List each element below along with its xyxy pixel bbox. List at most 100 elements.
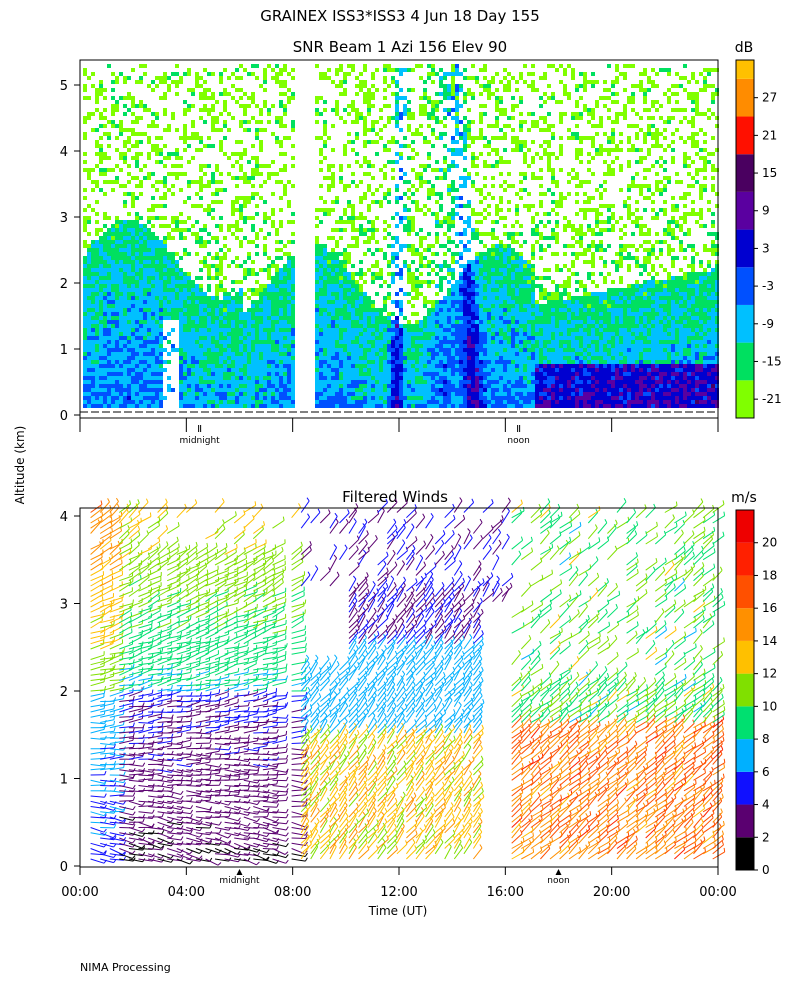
snr-cell [243,196,247,200]
snr-cell [227,396,231,400]
snr-cell [363,128,367,132]
snr-cell [427,152,431,156]
snr-cell [223,104,227,108]
snr-cell [287,272,291,276]
snr-cell [479,400,483,404]
snr-cell [103,180,107,184]
snr-cell [175,348,179,352]
snr-cell [95,308,99,312]
snr-cell [235,356,239,360]
snr-cell [279,220,283,224]
snr-cell [467,200,471,204]
snr-cell [479,68,483,72]
snr-cell [403,372,407,376]
snr-cell [339,284,343,288]
snr-cell [335,104,339,108]
snr-cell [135,236,139,240]
snr-cell [251,304,255,308]
snr-cell [463,372,467,376]
snr-cell [479,372,483,376]
snr-cell [463,328,467,332]
snr-cell [211,276,215,280]
snr-cell [123,320,127,324]
snr-cell [151,120,155,124]
snr-cell [231,396,235,400]
snr-cell [151,284,155,288]
snr-cell [363,84,367,88]
snr-cell [411,184,415,188]
snr-cell [171,260,175,264]
snr-cell [423,392,427,396]
snr-cell [367,208,371,212]
snr-cell [111,384,115,388]
snr-cell [179,388,183,392]
snr-cell [83,340,87,344]
snr-cell [363,348,367,352]
snr-cell [331,372,335,376]
snr-cell [215,380,219,384]
snr-cell [483,216,487,220]
snr-cell [271,384,275,388]
snr-cell [447,348,451,352]
snr-cell [203,400,207,404]
snr-cell [443,92,447,96]
snr-cell [191,380,195,384]
snr-cell [155,332,159,336]
snr-cell [107,296,111,300]
snr-cell [135,232,139,236]
snr-cell [383,252,387,256]
snr-cell [399,344,403,348]
snr-cell [95,248,99,252]
snr-cell [471,320,475,324]
snr-cell [379,336,383,340]
snr-cell [343,272,347,276]
snr-cell [459,264,463,268]
snr-cell [491,316,495,320]
snr-cell [219,352,223,356]
snr-cell [159,324,163,328]
snr-cell [263,296,267,300]
snr-cell [459,152,463,156]
snr-cell [427,232,431,236]
snr-cell [451,328,455,332]
snr-cell [359,112,363,116]
snr-cell [319,196,323,200]
snr-cell [451,180,455,184]
snr-cell [283,288,287,292]
snr-cell [483,388,487,392]
snr-cell [95,284,99,288]
snr-cell [315,336,319,340]
snr-cell [219,284,223,288]
snr-cell [475,320,479,324]
snr-cell [279,328,283,332]
snr-cell [467,400,471,404]
snr-cell [323,372,327,376]
snr-cell [479,292,483,296]
snr-cell [319,292,323,296]
snr-cell [107,396,111,400]
snr-cell [487,256,491,260]
snr-cell [247,348,251,352]
snr-cell [479,92,483,96]
snr-cell [335,320,339,324]
snr-cell [219,324,223,328]
snr-cell [115,236,119,240]
snr-cell [283,368,287,372]
snr-cell [459,320,463,324]
snr-cell [111,252,115,256]
snr-cell [95,240,99,244]
snr-cell [399,392,403,396]
snr-cell [127,180,131,184]
snr-cell [483,296,487,300]
snr-cell [399,244,403,248]
snr-cell [167,312,171,316]
snr-cell [355,228,359,232]
snr-cell [447,344,451,348]
snr-cell [83,264,87,268]
snr-cell [283,308,287,312]
snr-cell [319,360,323,364]
snr-cell [131,264,135,268]
snr-cell [291,388,295,392]
snr-cell [219,368,223,372]
snr-cell [103,264,107,268]
